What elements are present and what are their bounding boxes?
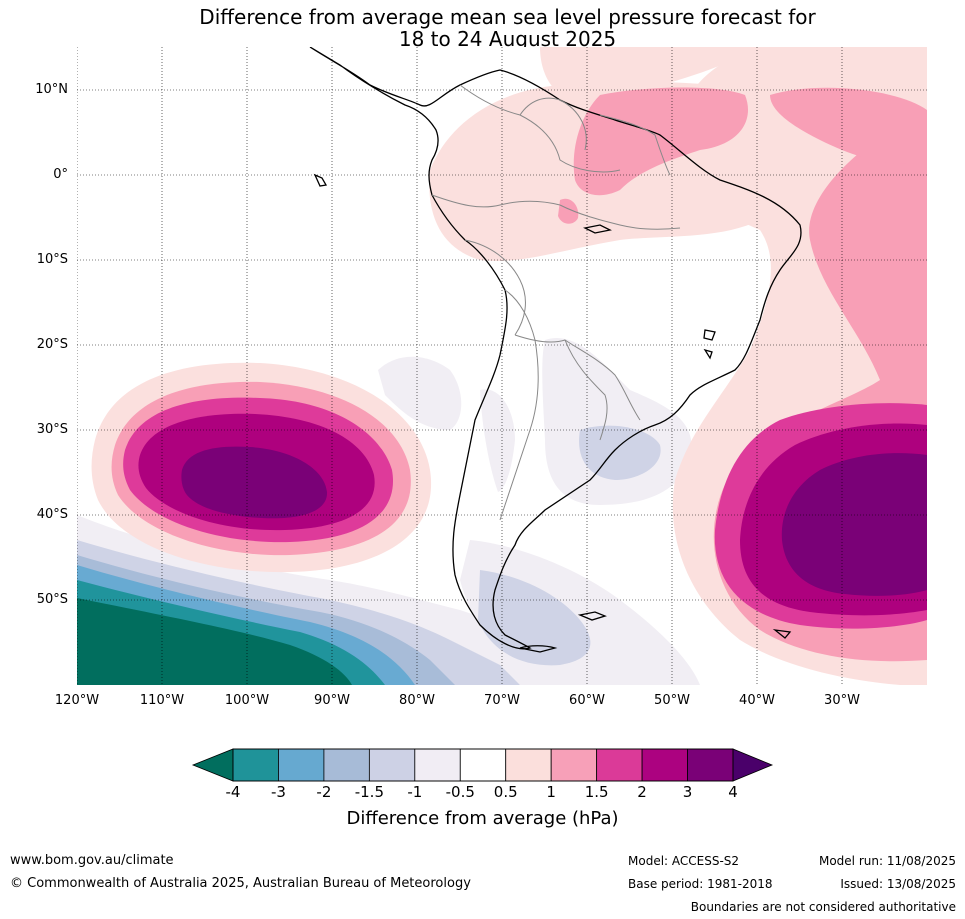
colorbar-high-extend	[732, 748, 774, 782]
lon-label-50w: 50°W	[654, 693, 690, 708]
footer-model: Model: ACCESS-S2	[628, 854, 740, 868]
lat-label-50s: 50°S	[36, 592, 68, 607]
colorbar-bin	[459, 748, 507, 782]
positive-anomaly-pacific-high	[91, 362, 432, 573]
lon-label-30w: 30°W	[824, 693, 860, 708]
colorbar-bin	[278, 748, 325, 782]
map-title-line2: 18 to 24 August 2025	[398, 27, 617, 51]
colorbar-tick-label: -1	[407, 783, 423, 801]
lon-label-70w: 70°W	[484, 693, 520, 708]
lat-label-0: 0°	[53, 167, 68, 182]
colorbar-tick-label: 0.5	[493, 783, 518, 801]
lat-label-30s: 30°S	[36, 422, 68, 437]
colorbar-bin	[414, 748, 461, 782]
colorbar-bin	[687, 748, 734, 782]
lon-label-90w: 90°W	[314, 693, 350, 708]
colorbar-bin	[505, 748, 552, 782]
colorbar-tick-label: 1.5	[584, 783, 609, 801]
country-borders	[431, 84, 681, 521]
footer-disclaimer: Boundaries are not considered authoritat…	[690, 900, 956, 914]
colorbar-tick-label: 4	[728, 783, 738, 801]
coastline	[309, 47, 802, 653]
graticule	[77, 47, 927, 685]
lat-label-10s: 10°S	[36, 252, 68, 267]
positive-anomaly-tropics	[429, 81, 927, 261]
footer-website[interactable]: www.bom.gov.au/climate	[10, 853, 174, 868]
footer-base-period: Base period: 1981-2018	[628, 877, 773, 891]
colorbar-outline	[232, 748, 734, 782]
lat-label-10n: 10°N	[35, 82, 68, 97]
lat-label-20s: 20°S	[36, 337, 68, 352]
colorbar-bin	[596, 748, 643, 782]
colorbar-bin	[232, 748, 279, 782]
lon-label-40w: 40°W	[739, 693, 775, 708]
lon-label-120w: 120°W	[54, 693, 100, 708]
colorbar-bin	[368, 748, 416, 782]
colorbar-tick-label: -1.5	[354, 783, 384, 801]
colorbar-tick-label: -3	[270, 783, 286, 801]
colorbar-low-extend	[191, 748, 234, 782]
lon-label-100w: 100°W	[224, 693, 270, 708]
map-title-line1: Difference from average mean sea level p…	[199, 5, 816, 29]
colorbar-bin	[550, 748, 598, 782]
lon-label-60w: 60°W	[569, 693, 605, 708]
negative-anomaly-parana	[378, 338, 692, 505]
footer-model-run: Model run: 11/08/2025	[818, 854, 956, 868]
colorbar-tick-label: 2	[637, 783, 647, 801]
footer-copyright: © Commonwealth of Australia 2025, Austra…	[10, 876, 471, 891]
colorbar-bin	[641, 748, 688, 782]
colorbar-tick-label: -4	[225, 783, 241, 801]
footer-issued: Issued: 13/08/2025	[840, 877, 956, 891]
colorbar-tick-label: 1	[546, 783, 556, 801]
colorbar-bin	[323, 748, 370, 782]
lat-label-40s: 40°S	[36, 507, 68, 522]
colorbar-label: Difference from average (hPa)	[346, 808, 619, 829]
colorbar-tick-label: 3	[682, 783, 693, 801]
colorbar-tick-label: -2	[316, 783, 332, 801]
colorbar-tick-label: -0.5	[445, 783, 475, 801]
lon-label-110w: 110°W	[139, 693, 185, 708]
lon-label-80w: 80°W	[399, 693, 435, 708]
